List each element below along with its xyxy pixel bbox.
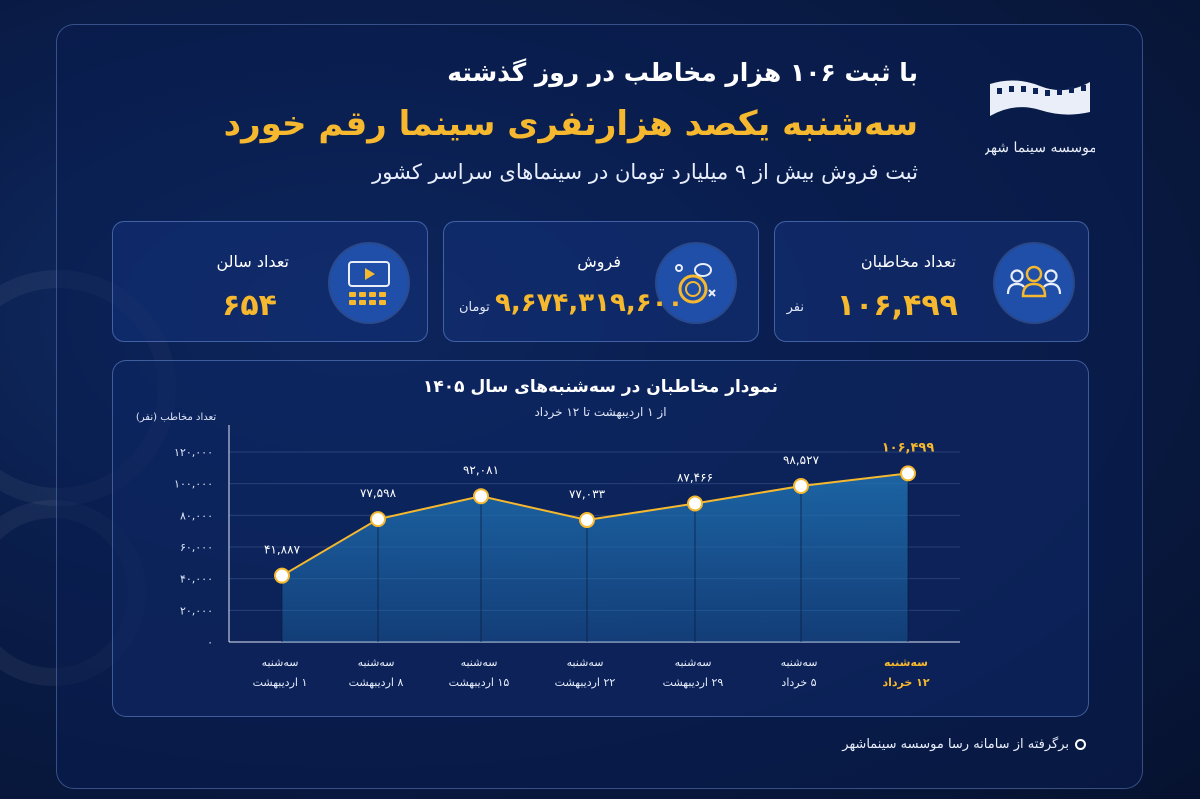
data-label: ۱۰۶,۴۹۹ — [882, 440, 935, 455]
y-tick-label: ۶۰,۰۰۰ — [180, 541, 213, 554]
sinema-shahr-logo: موسسه سینما شهر — [982, 72, 1097, 172]
x-tick-label: سه‌شنبه — [675, 656, 712, 669]
sales-value: ۹,۶۷۴,۳۱۹,۶۰۰ — [495, 288, 684, 318]
data-point — [473, 488, 489, 505]
data-point — [687, 495, 703, 512]
x-tick-label: سه‌شنبه — [461, 656, 498, 669]
sales-label: فروش — [577, 252, 621, 271]
headline-sub: ثبت فروش بیش از ۹ میلیارد تومان در سینما… — [372, 160, 918, 184]
headline-main: سه‌شنبه یکصد هزارنفری سینما رقم خورد — [223, 104, 918, 144]
x-tick-label: سه‌شنبه — [781, 656, 818, 669]
x-tick-label: سه‌شنبه — [358, 656, 395, 669]
data-point — [274, 567, 290, 584]
audience-label: تعداد مخاطبان — [860, 252, 956, 271]
y-tick-label: ۲۰,۰۰۰ — [180, 604, 213, 617]
area-fill — [282, 473, 908, 642]
audience-unit: نفر — [786, 300, 804, 315]
x-tick-label: ۵ خرداد — [781, 676, 816, 689]
people-icon — [995, 244, 1073, 322]
audience-value: ۱۰۶,۴۹۹ — [836, 288, 958, 323]
data-label: ۴۱,۸۸۷ — [264, 543, 301, 557]
source-text: برگرفته از سامانه رسا موسسه سینماشهر — [842, 737, 1069, 752]
halls-label: تعداد سالن — [216, 252, 289, 271]
card-audience: تعداد مخاطبان ۱۰۶,۴۹۹ نفر — [774, 221, 1089, 342]
data-point — [370, 511, 386, 528]
y-axis-label: تعداد مخاطب (نفر) — [136, 412, 216, 423]
coins-icon — [657, 244, 735, 322]
x-tick-label: سه‌شنبه — [567, 656, 604, 669]
film-strip-logo-icon: موسسه سینما شهر — [982, 80, 1097, 156]
sales-unit: تومان — [459, 300, 490, 315]
x-tick-label: ۸ اردیبهشت — [349, 676, 404, 689]
halls-value: ۶۵۴ — [222, 288, 277, 323]
y-tick-label: ۸۰,۰۰۰ — [180, 509, 213, 522]
x-tick-label: سه‌شنبه — [262, 656, 299, 669]
y-tick-label: ۱۰۰,۰۰۰ — [174, 478, 213, 491]
logo-text: موسسه سینما شهر — [985, 140, 1095, 156]
cinema-hall-icon — [330, 244, 408, 322]
data-label: ۹۸,۵۲۷ — [783, 453, 820, 467]
data-label: ۷۷,۵۹۸ — [360, 486, 397, 500]
headline-top: با ثبت ۱۰۶ هزار مخاطب در روز گذشته — [447, 58, 918, 87]
data-label: ۹۲,۰۸۱ — [463, 463, 499, 477]
y-tick-label: ۴۰,۰۰۰ — [180, 573, 213, 586]
x-tick-label: سه‌شنبه — [884, 656, 928, 669]
x-tick-label: ۱۲ خرداد — [882, 676, 929, 689]
data-label: ۷۷,۰۳۳ — [569, 487, 606, 501]
data-point — [900, 465, 916, 482]
chart-subtitle: از ۱ اردیبهشت تا ۱۲ خرداد — [534, 405, 667, 419]
data-point — [579, 512, 595, 529]
data-label: ۸۷,۴۶۶ — [677, 471, 713, 485]
data-point — [793, 477, 809, 494]
y-tick-label: ۱۲۰,۰۰۰ — [174, 446, 213, 459]
x-tick-label: ۱۵ اردیبهشت — [449, 676, 510, 689]
source-note: برگرفته از سامانه رسا موسسه سینماشهر — [842, 737, 1086, 752]
card-sales: فروش ۹,۶۷۴,۳۱۹,۶۰۰ تومان — [443, 221, 759, 342]
bullet-icon — [1075, 739, 1086, 750]
chart-title: نمودار مخاطبان در سه‌شنبه‌های سال ۱۴۰۵ — [423, 377, 778, 397]
x-tick-label: ۲۹ اردیبهشت — [663, 676, 724, 689]
y-tick-label: ۰ — [207, 636, 213, 649]
x-tick-label: ۱ اردیبهشت — [253, 676, 308, 689]
x-tick-label: ۲۲ اردیبهشت — [555, 676, 616, 689]
card-halls: تعداد سالن ۶۵۴ — [112, 221, 428, 342]
